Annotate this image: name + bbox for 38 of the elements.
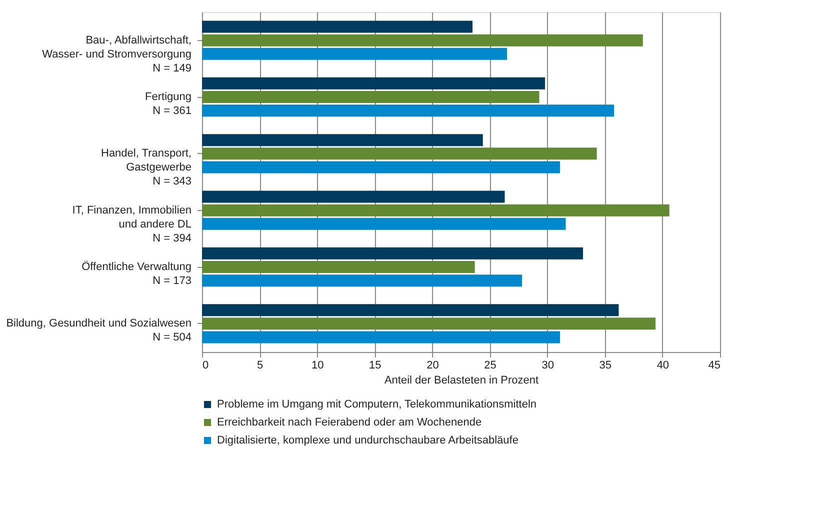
legend-label: Erreichbarkeit nach Feierabend oder am Wochenende [217,416,482,428]
x-tick-label: 5 [256,360,264,372]
bar [202,148,597,160]
bar [202,247,584,260]
x-tick-label: 10 [311,360,324,372]
bar [202,304,619,316]
x-tick-label: 15 [369,360,382,372]
x-tick-label: 35 [599,360,612,372]
legend-label: Digitalisierte, komplexe und undurchschaubare Arbeitsabläufe [217,434,518,446]
y-tick-label: Handel, Transport, Gastgewerbe N = 343 [101,148,192,188]
bar [202,204,670,216]
bar [202,161,560,174]
bar [202,20,473,33]
bar [202,331,560,344]
y-tick-label: Bildung, Gesundheit und Sozialwesen N = 504 [6,318,192,344]
bar [202,34,643,46]
bar [202,261,475,273]
y-tick-label: Öffentliche Verwaltung N = 173 [82,260,192,287]
bar [202,104,614,117]
bar [202,91,540,103]
x-tick-label: 30 [542,360,554,372]
legend-label: Probleme im Umgang mit Computern, Telekommunikationsmitteln [217,398,537,410]
bar [202,48,508,60]
bar [202,190,505,203]
bar [202,318,656,330]
x-tick-label: 40 [656,360,670,372]
x-axis-title: Anteil der Belasteten in Prozent [384,374,539,386]
y-tick-label: IT, Finanzen, Immobilien und andere DL N = 394 [72,204,192,244]
bar [202,274,522,287]
x-tick-label: 20 [426,360,439,372]
bar [202,134,483,146]
x-tick-label: 0 [202,360,209,372]
y-tick-label: Bau-, Abfallwirtschaft, Wasser- und Stromversorgung N = 149 [42,34,192,74]
x-tick-label: 25 [484,360,496,372]
bar [202,218,566,230]
bar [202,77,546,90]
x-tick-label: 45 [708,360,720,372]
y-tick-label: Fertigung N = 361 [145,91,192,117]
